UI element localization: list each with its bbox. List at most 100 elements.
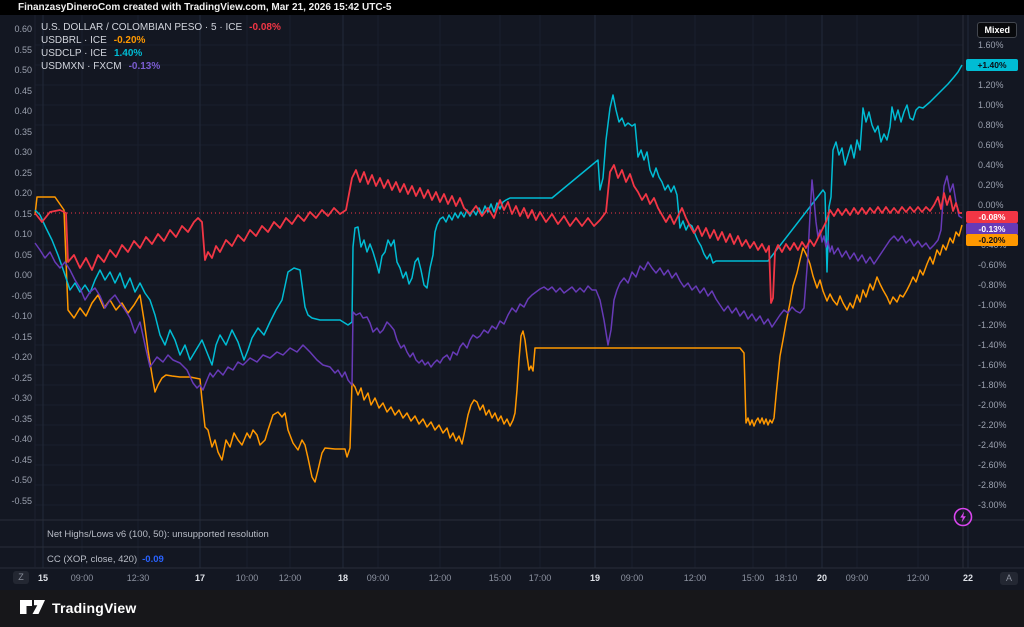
legend-row-usdbrl[interactable]: USDBRL · ICE -0.20%: [41, 34, 281, 47]
time-axis-tick: 17:00: [528, 573, 552, 583]
legend-symbol-usdbrl: USDBRL · ICE: [41, 35, 107, 46]
price-badge-usdcop: -0.08%: [966, 211, 1018, 223]
left-axis-tick: -0.40: [11, 434, 32, 444]
time-axis-tick: 22: [962, 573, 974, 583]
left-axis-tick: -0.25: [11, 372, 32, 383]
legend-symbol-usdmxn: USDMXN · FXCM: [41, 61, 122, 72]
right-axis-tick: -1.20%: [978, 320, 1007, 330]
chart-legend: U.S. DOLLAR / COLOMBIAN PESO · 5 · ICE -0…: [41, 21, 281, 73]
left-axis-tick: -0.15: [11, 331, 32, 342]
time-axis-tick: 09:00: [70, 573, 94, 583]
left-axis-tick: 0.55: [14, 44, 32, 55]
net-highs-lows-label: Net Highs/Lows v6 (100, 50): unsupported…: [47, 529, 269, 540]
left-axis-tick: 0.30: [14, 147, 32, 157]
series-line-usdbrl: [34, 196, 963, 483]
indicator-pane-net-highs-lows[interactable]: Net Highs/Lows v6 (100, 50): unsupported…: [47, 529, 269, 540]
timezone-button[interactable]: Z: [13, 571, 29, 584]
time-axis-tick: 15:00: [741, 573, 765, 583]
right-axis-tick: -0.60%: [978, 260, 1007, 270]
cc-indicator-value: -0.09: [142, 554, 164, 565]
right-axis-tick: -2.40%: [978, 440, 1007, 450]
time-axis-tick: 17: [194, 573, 206, 583]
right-axis-tick: -0.80%: [978, 280, 1007, 290]
right-axis-tick: 1.60%: [978, 40, 1004, 50]
series-line-usdmxn: [34, 175, 963, 391]
time-axis-tick: 15:00: [488, 573, 512, 583]
right-axis-tick: 1.00%: [978, 100, 1004, 110]
header-bar: FinanzasyDineroCom created with TradingV…: [0, 0, 1024, 15]
left-axis-tick: -0.45: [11, 454, 32, 465]
time-axis-tick: 12:00: [906, 573, 930, 583]
right-axis-tick: 1.20%: [978, 80, 1004, 90]
time-axis-tick: 12:00: [683, 573, 707, 583]
tradingview-logo[interactable]: TradingView: [20, 599, 136, 616]
legend-value-usdcop: -0.08%: [249, 22, 281, 33]
legend-row-usdmxn[interactable]: USDMXN · FXCM -0.13%: [41, 60, 281, 73]
left-axis-tick: 0.35: [14, 126, 32, 137]
left-axis-tick: 0.50: [14, 65, 32, 75]
tradingview-logo-text: TradingView: [52, 599, 137, 616]
legend-value-usdmxn: -0.13%: [128, 61, 161, 72]
legend-row-usdclp[interactable]: USDCLP · ICE 1.40%: [41, 47, 281, 60]
time-axis-tick: 10:00: [235, 573, 259, 583]
right-axis-tick: -1.40%: [978, 340, 1007, 350]
time-axis-tick: 09:00: [620, 573, 644, 583]
price-badge-usdbrl: -0.20%: [966, 234, 1018, 246]
right-axis-tick: 0.20%: [978, 180, 1004, 190]
legend-value-usdclp: 1.40%: [113, 48, 143, 59]
right-axis-tick: -2.20%: [978, 420, 1007, 430]
left-axis-tick: -0.10: [11, 311, 32, 321]
legend-symbol-usdclp: USDCLP · ICE: [41, 48, 107, 59]
price-badge-usdclp: +1.40%: [966, 59, 1018, 71]
left-axis-tick: 0.10: [14, 229, 32, 239]
left-axis-tick: 0.60: [14, 24, 32, 34]
right-axis-tick: 0.00%: [978, 200, 1004, 210]
time-axis-tick: 12:30: [126, 573, 150, 583]
tradingview-logo-icon: [20, 600, 45, 614]
left-axis-tick: 0.15: [14, 208, 32, 219]
right-axis-tick: 0.80%: [978, 120, 1004, 130]
left-axis-tick: -0.30: [11, 393, 32, 403]
right-axis-tick: -3.00%: [978, 500, 1007, 510]
left-axis-tick: -0.20: [11, 352, 32, 362]
series-line-usdcop: [34, 164, 962, 304]
time-axis-tick: 20: [816, 573, 828, 583]
market-status-badge[interactable]: Mixed: [977, 22, 1017, 38]
left-axis-tick: 0.25: [14, 167, 32, 178]
left-axis-tick: 0.05: [14, 249, 32, 260]
bottom-logo-bar: TradingView: [0, 590, 1024, 627]
left-axis-tick: 0.45: [14, 85, 32, 96]
legend-value-usdbrl: -0.20%: [113, 35, 146, 46]
time-axis-tick: 15: [37, 573, 49, 583]
header-attribution-text: FinanzasyDineroCom created with TradingV…: [18, 2, 392, 13]
right-axis-tick: -1.80%: [978, 380, 1007, 390]
time-axis-tick: 09:00: [845, 573, 869, 583]
right-axis-tick: 0.60%: [978, 140, 1004, 150]
time-axis-tick: 09:00: [366, 573, 390, 583]
right-axis-tick: 0.40%: [978, 160, 1004, 170]
left-axis-tick: -0.35: [11, 413, 32, 424]
time-axis-tick: 18:10: [774, 573, 798, 583]
right-axis-tick: -2.60%: [978, 460, 1007, 470]
right-axis-tick: -1.00%: [978, 300, 1007, 310]
indicator-pane-cc[interactable]: CC (XOP, close, 420) -0.09: [47, 554, 164, 565]
left-axis-tick: -0.55: [11, 495, 32, 506]
time-axis-tick: 12:00: [278, 573, 302, 583]
time-axis-tick: 12:00: [428, 573, 452, 583]
left-axis-tick: 0.20: [14, 188, 32, 198]
left-axis-tick: -0.50: [11, 475, 32, 485]
cc-indicator-label: CC (XOP, close, 420): [47, 554, 138, 565]
instant-order-placement-icon[interactable]: [952, 506, 974, 533]
right-axis-tick: -1.60%: [978, 360, 1007, 370]
right-axis-tick: -2.80%: [978, 480, 1007, 490]
price-badge-usdmxn: -0.13%: [966, 223, 1018, 235]
left-axis-tick: 0.00: [14, 270, 32, 280]
left-axis-tick: -0.05: [11, 290, 32, 301]
legend-row-usdcop[interactable]: U.S. DOLLAR / COLOMBIAN PESO · 5 · ICE -0…: [41, 21, 281, 34]
auto-scale-button[interactable]: A: [1000, 572, 1018, 585]
right-axis-tick: -2.00%: [978, 400, 1007, 410]
legend-symbol-usdcop: U.S. DOLLAR / COLOMBIAN PESO · 5 · ICE: [41, 22, 243, 33]
time-axis-tick: 18: [337, 573, 349, 583]
